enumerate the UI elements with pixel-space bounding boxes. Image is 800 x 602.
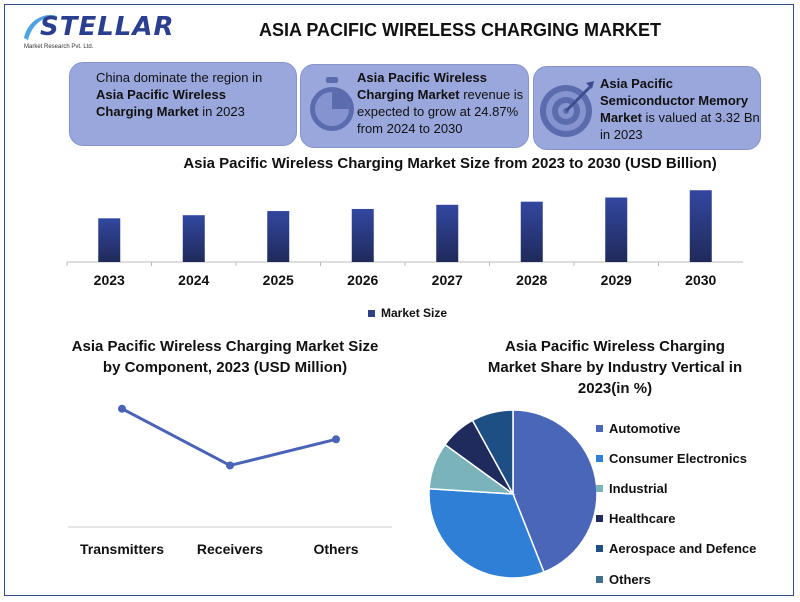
pie-legend-swatch — [596, 545, 603, 553]
line-point-receivers — [226, 461, 234, 470]
pie-legend-label: Industrial — [609, 480, 668, 496]
pie-legend-swatch — [596, 424, 603, 432]
info-card-semiconductor: Asia Pacific Semiconductor Memory Market… — [533, 66, 761, 150]
bar-tick-label: 2023 — [94, 272, 125, 288]
bar-tick-label: 2028 — [516, 272, 547, 288]
card3-text-post: is valued at 3.32 Bn in 2023 — [600, 110, 760, 142]
stellar-logo: STELLAR Market Research Pvt. Ltd. — [18, 8, 174, 54]
bar-2029 — [605, 197, 628, 262]
card1-text-pre: China dominate the region in — [96, 70, 263, 85]
bar-tick-label: 2029 — [601, 272, 632, 288]
card2-text-bold: Asia Pacific Wireless Charging Market — [357, 70, 487, 102]
infographic-frame — [4, 4, 794, 596]
info-card-growth: Asia Pacific Wireless Charging Market re… — [300, 64, 529, 148]
logo-subtitle: Market Research Pvt. Ltd. — [24, 44, 94, 50]
card1-text-post: in 2023 — [198, 104, 245, 119]
bar-2025 — [267, 211, 290, 262]
info-card-china: China dominate the region in Asia Pacifi… — [69, 62, 297, 146]
pie-legend-item: Industrial — [596, 473, 756, 503]
card1-text-bold: Asia Pacific Wireless Charging Market — [96, 87, 226, 119]
pie-legend-swatch — [596, 454, 603, 462]
bar-2030 — [689, 190, 712, 262]
bar-tick-label: 2027 — [432, 272, 463, 288]
stopwatch-icon — [310, 77, 354, 131]
bar-tick-label: 2025 — [263, 272, 294, 288]
pie-slice-aerospace-and-defence — [471, 409, 514, 495]
pie-legend-label: Automotive — [609, 420, 681, 436]
pie-chart-legend: Automotive Consumer Electronics Industrial… — [596, 413, 756, 594]
target-icon — [540, 81, 594, 137]
pie-legend-swatch — [596, 515, 603, 523]
pie-legend-label: Others — [609, 571, 651, 587]
line-point-transmitters — [118, 404, 126, 413]
bar-2024 — [182, 215, 205, 262]
pie-legend-item: Others — [596, 564, 756, 594]
bar-2026 — [351, 208, 374, 262]
logo-wordmark: STELLAR — [40, 12, 175, 42]
pie-chart-title: Asia Pacific Wireless Charging Market Sh… — [487, 338, 743, 397]
pie-legend-item: Healthcare — [596, 504, 756, 534]
line-series — [121, 407, 337, 468]
page-title: ASIA PACIFIC WIRELESS CHARGING MARKET — [258, 20, 661, 40]
pie-chart — [428, 409, 598, 579]
bar-chart-title: Asia Pacific Wireless Charging Market Si… — [183, 155, 717, 172]
pie-legend-label: Healthcare — [609, 511, 676, 527]
bar-tick-label: 2030 — [685, 272, 716, 288]
bar-2023 — [98, 218, 121, 262]
line-tick-label: Receivers — [196, 541, 264, 557]
pie-legend-item: Automotive — [596, 413, 756, 443]
bar-2028 — [520, 201, 543, 262]
pie-legend-swatch — [596, 484, 603, 492]
pie-slice-automotive — [512, 409, 598, 574]
line-tick-label: Transmitters — [79, 541, 165, 557]
bar-tick-label: 2024 — [178, 272, 209, 288]
logo-swoosh-icon — [24, 14, 56, 40]
line-point-others — [332, 435, 340, 444]
card2-text-post: revenue is expected to grow at 24.87% fr… — [357, 87, 524, 136]
bar-chart: 2023 2024 2025 2026 2027 2028 2029 2030 — [66, 190, 743, 288]
legend-swatch — [368, 309, 375, 317]
bar-tick-label: 2026 — [347, 272, 378, 288]
pie-legend-swatch — [596, 575, 603, 583]
line-chart-title: Asia Pacific Wireless Charging Market Si… — [71, 338, 379, 376]
bar-2027 — [436, 204, 459, 262]
bar-chart-legend: Market Size — [368, 306, 447, 320]
pie-legend-item: Aerospace and Defence — [596, 534, 756, 564]
line-tick-label: Others — [313, 541, 359, 557]
pie-legend-item: Consumer Electronics — [596, 443, 756, 473]
pie-legend-label: Consumer Electronics — [609, 450, 747, 466]
legend-label-market-size: Market Size — [381, 306, 448, 320]
pie-legend-label: Aerospace and Defence — [609, 541, 757, 557]
card3-text-bold: Asia Pacific Semiconductor Memory Market — [600, 76, 749, 125]
line-chart — [68, 404, 392, 528]
pie-slice-consumer-electronics — [428, 487, 545, 579]
